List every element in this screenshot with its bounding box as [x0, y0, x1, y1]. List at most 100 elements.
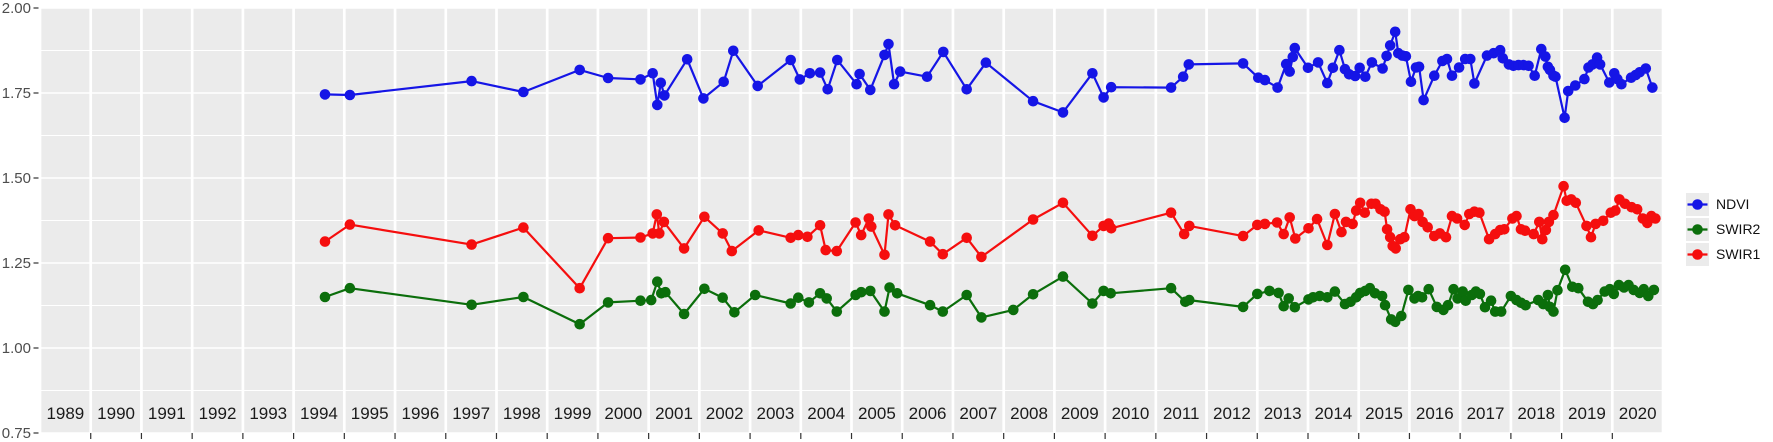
data-point [729, 307, 740, 318]
data-point [602, 232, 614, 244]
data-point [1302, 62, 1314, 74]
x-axis-year-label: 1989 [46, 404, 84, 423]
data-point [1459, 219, 1470, 231]
data-point [879, 306, 890, 317]
x-axis-year-label: 2014 [1314, 404, 1352, 423]
data-point [718, 76, 729, 88]
data-point [1540, 224, 1552, 236]
data-point [1290, 233, 1301, 244]
data-point [1105, 223, 1117, 234]
data-point [1237, 58, 1249, 69]
data-point [1322, 292, 1333, 303]
data-point [889, 220, 901, 231]
data-point [1416, 292, 1428, 303]
data-point [1377, 63, 1388, 74]
y-axis-tick-label: 1.00 [2, 340, 31, 357]
data-series [319, 26, 1661, 330]
series-NDVI [319, 26, 1658, 124]
data-point [652, 99, 663, 111]
data-point [1283, 293, 1294, 304]
data-point [1528, 228, 1539, 240]
swir2-legend-key-icon [1686, 218, 1709, 241]
data-point [961, 232, 972, 244]
data-point [518, 222, 529, 233]
data-point [466, 299, 477, 311]
series-SWIR2 [319, 264, 1660, 330]
data-point [1284, 66, 1295, 77]
data-point [1403, 284, 1414, 296]
data-point [891, 288, 903, 299]
data-point [1474, 288, 1486, 300]
data-point [1592, 294, 1603, 306]
data-point [1548, 209, 1559, 221]
data-point [976, 251, 987, 263]
data-point [1581, 220, 1592, 232]
legend-label-ndvi: NDVI [1716, 196, 1750, 212]
x-axis-year-label: 1990 [97, 404, 135, 423]
data-point [1548, 306, 1559, 317]
legend-label-swir1: SWIR1 [1716, 246, 1761, 262]
data-point [1485, 295, 1497, 307]
data-point [466, 75, 477, 87]
data-point [1252, 288, 1263, 300]
data-point [1105, 288, 1116, 299]
data-point [1453, 62, 1465, 73]
data-point [1610, 205, 1621, 216]
data-point [1400, 51, 1412, 62]
data-point [785, 54, 796, 66]
data-point [883, 209, 894, 220]
data-point [1237, 301, 1249, 313]
data-point [888, 78, 900, 90]
data-point [1379, 299, 1391, 311]
data-point [855, 229, 867, 241]
data-point [938, 46, 949, 58]
x-axis-year-label: 2009 [1061, 404, 1099, 423]
data-point [1640, 63, 1652, 74]
data-point [1594, 59, 1606, 70]
y-axis-tick-label: 0.75 [2, 425, 31, 442]
data-point [1604, 77, 1615, 88]
data-point [699, 211, 710, 223]
x-axis-year-label: 2004 [807, 404, 845, 423]
data-point [344, 282, 356, 294]
data-point [655, 77, 667, 89]
data-point [1585, 231, 1597, 243]
data-point [1537, 233, 1548, 245]
data-point [1422, 222, 1433, 233]
data-point [1495, 306, 1507, 317]
y-axis-tick-label: 1.50 [2, 170, 31, 187]
data-point [726, 245, 738, 257]
data-point [1360, 71, 1371, 82]
data-point [1384, 40, 1396, 51]
x-axis-year-label: 1993 [249, 404, 287, 423]
data-point [1376, 290, 1388, 302]
data-point [699, 283, 710, 295]
data-point [1558, 180, 1569, 192]
x-axis-year-label: 2017 [1467, 404, 1505, 423]
x-axis-year-label: 2016 [1416, 404, 1454, 423]
data-point [752, 80, 763, 92]
data-point [602, 72, 614, 84]
data-point [1540, 51, 1551, 62]
data-point [660, 286, 671, 298]
x-axis-year-label: 2018 [1517, 404, 1555, 423]
data-point [1178, 228, 1190, 240]
x-axis-year-label: 2008 [1010, 404, 1048, 423]
data-point [980, 57, 992, 68]
data-point [1098, 92, 1109, 103]
legend: NDVI SWIR2 SWIR1 [1686, 193, 1760, 266]
data-point [921, 71, 933, 82]
data-point [866, 221, 877, 232]
data-point [1413, 208, 1424, 220]
data-point [319, 291, 331, 303]
data-point [1519, 225, 1531, 236]
data-point [1273, 287, 1284, 299]
x-axis-year-label: 1998 [503, 404, 541, 423]
data-point [1390, 243, 1401, 254]
data-point [822, 84, 833, 95]
data-point [1529, 70, 1540, 81]
data-point [1311, 213, 1323, 225]
data-point [1559, 112, 1570, 124]
data-point [1272, 82, 1283, 93]
